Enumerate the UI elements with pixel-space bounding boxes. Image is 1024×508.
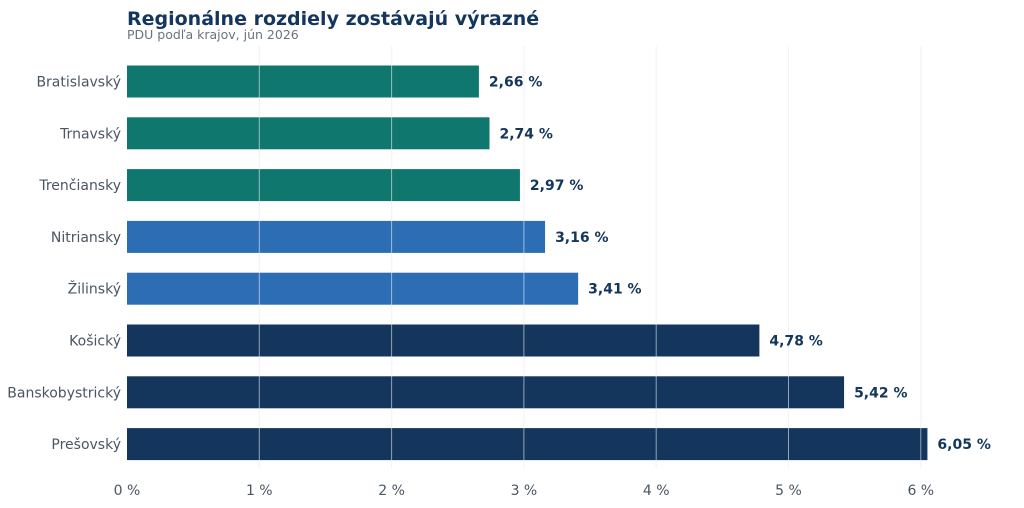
value-label: 3,16 % — [555, 230, 608, 246]
x-tick-label: 1 % — [246, 483, 273, 499]
value-label: 6,05 % — [937, 437, 990, 453]
value-label: 3,41 % — [588, 282, 641, 298]
x-tick-label: 0 % — [114, 483, 141, 499]
bar — [127, 324, 760, 357]
bar-layer — [127, 65, 928, 461]
category-label: Nitriansky — [51, 230, 121, 246]
category-label: Trenčiansky — [38, 178, 121, 194]
label-layer: 0 % 1 % 2 % 3 % 4 % 5 % 6 % Bratislavský 2,66 % T… — [7, 75, 991, 500]
category-label: Bratislavský — [36, 75, 121, 91]
value-label: 5,42 % — [854, 385, 907, 401]
category-label: Trnavský — [59, 126, 121, 142]
bar — [127, 65, 479, 98]
bar — [127, 272, 579, 305]
value-label: 4,78 % — [769, 334, 822, 350]
category-label: Žilinský — [68, 280, 121, 298]
gridline-overlay — [258, 46, 922, 468]
value-label: 2,97 % — [530, 178, 583, 194]
bar — [127, 376, 845, 409]
bar — [127, 220, 546, 253]
bar — [127, 117, 490, 150]
x-tick-label: 4 % — [643, 483, 670, 499]
category-label: Banskobystrický — [7, 385, 121, 401]
bar — [127, 169, 520, 202]
category-label: Prešovský — [51, 437, 121, 453]
x-tick-label: 2 % — [378, 483, 405, 499]
chart-subtitle: PDU podľa krajov, jún 2026 — [127, 27, 299, 42]
x-tick-label: 3 % — [511, 483, 538, 499]
category-label: Košický — [69, 334, 121, 350]
value-label: 2,74 % — [500, 126, 553, 142]
value-label: 2,66 % — [489, 75, 542, 91]
bar — [127, 428, 928, 461]
chart-title: Regionálne rozdiely zostávajú výrazné — [127, 8, 540, 30]
x-tick-label: 6 % — [907, 483, 934, 499]
x-tick-label: 5 % — [775, 483, 802, 499]
